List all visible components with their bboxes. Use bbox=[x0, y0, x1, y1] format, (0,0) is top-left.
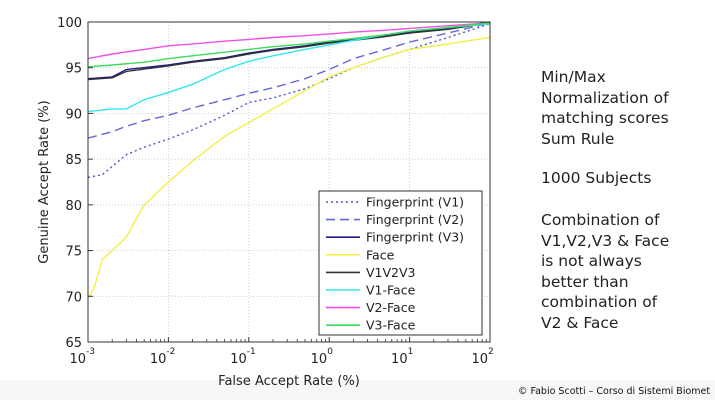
x-tick-exponent: 2 bbox=[488, 347, 494, 357]
y-tick-label: 70 bbox=[65, 290, 82, 305]
y-tick-label: 95 bbox=[65, 62, 82, 77]
conclusion-note-line: Combination of bbox=[541, 211, 660, 229]
footer-bar bbox=[0, 380, 715, 400]
legend-entry: V1V2V3 bbox=[326, 265, 416, 280]
legend-entry: V2-Face bbox=[326, 300, 416, 315]
legend-box bbox=[318, 190, 483, 336]
legend-entry: V1-Face bbox=[326, 283, 416, 298]
x-tick-label: 10 -2 bbox=[150, 347, 176, 367]
legend-entry: Fingerprint (V1) bbox=[326, 195, 464, 210]
legend-label: V1V2V3 bbox=[366, 265, 416, 280]
y-tick-label: 75 bbox=[65, 245, 82, 260]
legend-entry: Fingerprint (V3) bbox=[326, 230, 464, 245]
x-tick-exponent: -2 bbox=[166, 347, 175, 357]
series-line-3 bbox=[87, 36, 491, 299]
legend-entry: Fingerprint (V2) bbox=[326, 212, 464, 227]
legend-label: V2-Face bbox=[366, 300, 416, 315]
x-tick-label: 10 1 bbox=[391, 347, 413, 367]
x-tick-labels: 10 -3 10 -2 10 -1 10 0 10 1 10 2 bbox=[69, 347, 493, 367]
y-tick-labels: 65 70 75 80 85 90 95 100 bbox=[57, 16, 82, 351]
legend-label: Face bbox=[366, 247, 395, 262]
x-tick-label: 10 2 bbox=[471, 347, 493, 367]
x-tick-base: 10 bbox=[391, 352, 408, 367]
y-tick-label: 65 bbox=[65, 336, 82, 351]
conclusion-note-line: V2 & Face bbox=[541, 313, 619, 332]
subjects-note: 1000 Subjects bbox=[541, 168, 651, 189]
x-tick-label: 10 0 bbox=[311, 347, 334, 367]
ticks bbox=[87, 21, 491, 343]
legend-label: Fingerprint (V2) bbox=[366, 212, 464, 227]
legend-label: V1-Face bbox=[366, 283, 416, 298]
normalization-note-line: Min/Max bbox=[541, 68, 606, 86]
subjects-note-line: 1000 Subjects bbox=[541, 169, 652, 187]
normalization-note: Min/Max Normalization of matching scores Su… bbox=[541, 67, 669, 149]
x-tick-label: 10 -1 bbox=[230, 347, 256, 367]
series-line-7 bbox=[87, 22, 491, 68]
legend: Fingerprint (V1) Fingerprint (V2) Fingerpr… bbox=[318, 190, 483, 336]
x-tick-label: 10 -3 bbox=[69, 347, 95, 367]
series-line-2 bbox=[87, 21, 491, 80]
series-lines bbox=[87, 21, 491, 299]
copyright-credit: © Fabio Scotti – Corso di Sistemi Biomet bbox=[518, 386, 711, 397]
x-tick-exponent: 1 bbox=[408, 347, 414, 357]
x-tick-exponent: -1 bbox=[247, 347, 256, 357]
legend-entry: Face bbox=[326, 247, 395, 262]
normalization-note-line: Sum Rule bbox=[541, 129, 615, 148]
normalization-note-line: Normalization of bbox=[541, 88, 669, 107]
legend-label: V3-Face bbox=[366, 318, 416, 333]
x-tick-base: 10 bbox=[311, 352, 328, 367]
conclusion-note-line: is not always bbox=[541, 252, 642, 270]
conclusion-note-line: combination of bbox=[541, 293, 658, 311]
y-axis-label: Genuine Accept Rate (%) bbox=[37, 100, 52, 263]
y-tick-label: 85 bbox=[65, 153, 82, 168]
series-line-6 bbox=[87, 22, 491, 60]
x-axis-label: False Accept Rate (%) bbox=[218, 374, 360, 389]
x-tick-base: 10 bbox=[69, 352, 86, 367]
x-tick-exponent: -3 bbox=[86, 347, 95, 357]
plot-frame bbox=[87, 21, 491, 343]
y-tick-label: 80 bbox=[65, 199, 82, 214]
legend-label: Fingerprint (V3) bbox=[366, 230, 464, 245]
conclusion-note: Combination of V1,V2,V3 & Face is not alwa… bbox=[541, 210, 669, 333]
conclusion-note-line: better than bbox=[541, 272, 629, 291]
normalization-note-line: matching scores bbox=[541, 109, 669, 127]
conclusion-note-line: V1,V2,V3 & Face bbox=[541, 231, 670, 250]
legend-label: Fingerprint (V1) bbox=[366, 195, 464, 210]
x-tick-exponent: 0 bbox=[327, 347, 333, 357]
x-tick-base: 10 bbox=[230, 352, 247, 367]
y-tick-label: 100 bbox=[57, 16, 82, 31]
legend-entry: V3-Face bbox=[326, 318, 416, 333]
x-tick-base: 10 bbox=[150, 352, 167, 367]
series-line-4 bbox=[87, 22, 491, 81]
x-tick-base: 10 bbox=[471, 352, 488, 367]
y-tick-label: 90 bbox=[65, 107, 82, 122]
series-line-1 bbox=[87, 22, 491, 139]
